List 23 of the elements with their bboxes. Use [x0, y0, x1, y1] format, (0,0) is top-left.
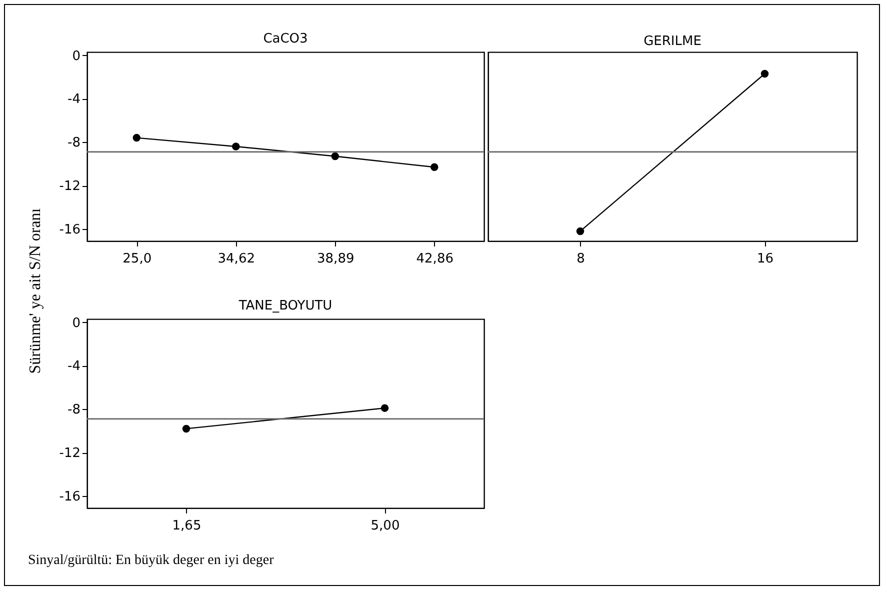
- x-tick-label: 16: [756, 252, 774, 266]
- y-tick-label: -4: [68, 92, 80, 108]
- y-tick-label: -8: [68, 402, 80, 418]
- x-tick-label: 42,86: [416, 252, 454, 266]
- x-tick-label: 1,65: [172, 518, 202, 534]
- y-tick-label: -4: [68, 359, 80, 374]
- y-tick-label: -8: [68, 136, 80, 151]
- x-tick-label: 5,00: [370, 518, 400, 534]
- y-tick-label: 0: [72, 48, 80, 64]
- y-tick-label: -12: [59, 179, 80, 194]
- chart-title: TANE_BOYUTU: [238, 298, 332, 314]
- x-tick-label: 25,0: [122, 252, 152, 266]
- y-tick-label: -12: [59, 446, 80, 462]
- x-tick-label: 38,89: [317, 252, 354, 266]
- y-tick-label: -16: [59, 490, 80, 505]
- chart-title: CaCO3: [263, 31, 308, 46]
- y-tick-label: -16: [59, 222, 80, 238]
- x-tick-label: 34,62: [218, 252, 255, 266]
- x-tick-label: 8: [576, 252, 585, 266]
- chart-title: GERILME: [644, 34, 702, 49]
- y-tick-label: 0: [72, 316, 80, 331]
- y-axis-title: Sürünme' ye ait S/N oranı: [27, 208, 45, 374]
- text: Sinyal/gürültü: En büyük deger en iyi deger: [28, 553, 274, 569]
